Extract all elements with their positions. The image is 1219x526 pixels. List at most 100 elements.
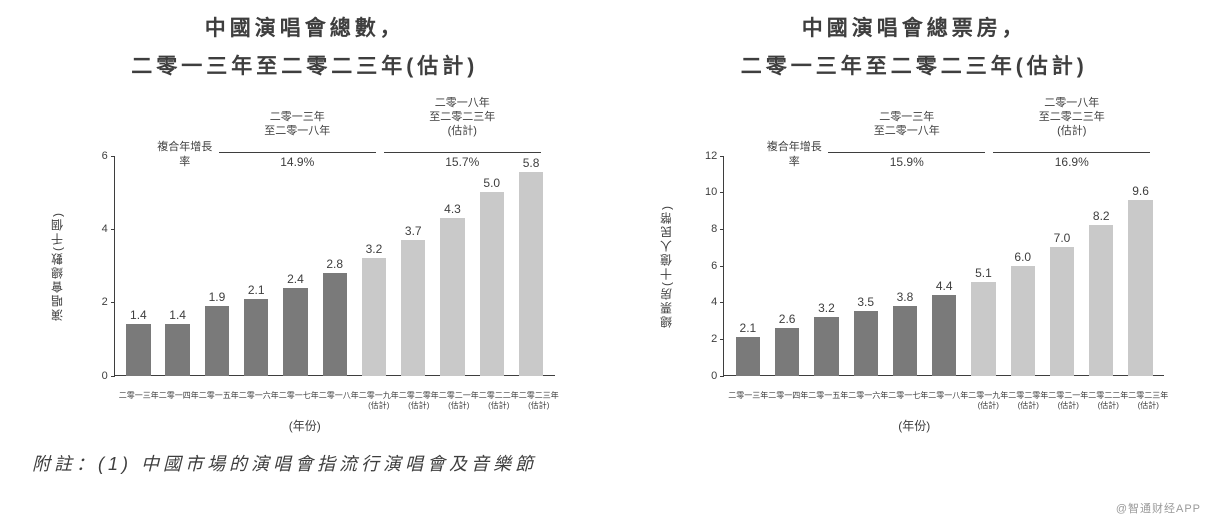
bar bbox=[814, 317, 838, 376]
chart-right-ylabel: 總票房(十億人民幣) bbox=[658, 204, 675, 328]
bar-value-label: 1.4 bbox=[169, 308, 186, 322]
chart-right: 中國演唱會總票房， 二零一三年至二零二三年(估計) 總票房(十億人民幣) 二零一… bbox=[630, 10, 1200, 436]
bar bbox=[1128, 200, 1152, 376]
bar-value-label: 2.1 bbox=[740, 321, 757, 335]
bar bbox=[519, 172, 543, 376]
bar-value-label: 7.0 bbox=[1054, 231, 1071, 245]
x-category-label: 二零二一年(估計) bbox=[1048, 391, 1088, 412]
bar-value-label: 3.8 bbox=[897, 290, 914, 304]
bar-slot: 5.1 bbox=[964, 156, 1003, 376]
cagr-period1-label: 二零一三年至二零一八年 bbox=[215, 110, 380, 141]
x-category-label: 二零一七年 bbox=[279, 391, 319, 412]
bar-slot: 2.1 bbox=[237, 156, 276, 376]
bar-value-label: 9.6 bbox=[1132, 184, 1149, 198]
y-tick: 10 bbox=[705, 186, 723, 198]
y-tick: 6 bbox=[102, 150, 114, 162]
chart-right-title-line1: 中國演唱會總票房， bbox=[802, 17, 1027, 40]
x-category-label: 二零二三年(估計) bbox=[519, 391, 559, 412]
bar bbox=[775, 328, 799, 376]
bar-value-label: 3.2 bbox=[366, 242, 383, 256]
bar-value-label: 2.1 bbox=[248, 283, 265, 297]
x-category-label: 二零一六年 bbox=[848, 391, 888, 412]
chart-left-ylabel: 演唱會總數(千個) bbox=[48, 211, 65, 321]
bar-slot: 3.8 bbox=[885, 156, 924, 376]
chart-right-yaxis: 024681012 bbox=[704, 156, 724, 376]
bar-value-label: 3.5 bbox=[857, 295, 874, 309]
bar-slot: 4.4 bbox=[925, 156, 964, 376]
bar bbox=[362, 258, 386, 375]
bar bbox=[854, 311, 878, 375]
bar bbox=[480, 192, 504, 375]
x-category-label: 二零一八年 bbox=[319, 391, 359, 412]
cagr-period1-label-r: 二零一三年至二零一八年 bbox=[824, 110, 989, 141]
bar-value-label: 1.4 bbox=[130, 308, 147, 322]
bar bbox=[932, 295, 956, 376]
bar-value-label: 2.8 bbox=[326, 257, 343, 271]
chart-left-xtitle: (年份) bbox=[45, 417, 565, 434]
x-category-label: 二零一四年 bbox=[768, 391, 808, 412]
cagr-period2-label-r: 二零一八年至二零二三年(估計) bbox=[989, 96, 1154, 141]
chart-left: 中國演唱會總數， 二零一三年至二零二三年(估計) 演唱會總數(千個) 二零一三年… bbox=[20, 10, 590, 436]
watermark: @智通财经APP bbox=[1116, 500, 1201, 516]
y-tick: 8 bbox=[711, 223, 723, 235]
bar-value-label: 3.2 bbox=[818, 301, 835, 315]
chart-left-bars: 1.4 1.4 1.9 2.1 2.4 2.8 3.2 3.7 4.3 5.0 5.8 bbox=[115, 156, 555, 376]
bar-value-label: 5.8 bbox=[523, 156, 540, 170]
x-category-label: 二零一三年 bbox=[728, 391, 768, 412]
bar bbox=[401, 240, 425, 376]
bar-slot: 6.0 bbox=[1003, 156, 1042, 376]
bar bbox=[323, 273, 347, 376]
x-category-label: 二零一八年 bbox=[928, 391, 968, 412]
bar-value-label: 2.4 bbox=[287, 272, 304, 286]
bar bbox=[971, 282, 995, 376]
bar-slot: 1.9 bbox=[197, 156, 236, 376]
chart-right-title-line2: 二零一三年至二零二三年(估計) bbox=[741, 55, 1088, 78]
y-tick: 0 bbox=[711, 370, 723, 382]
bar-slot: 3.2 bbox=[807, 156, 846, 376]
bar bbox=[1011, 266, 1035, 376]
bar-slot: 5.0 bbox=[472, 156, 511, 376]
bar bbox=[736, 337, 760, 376]
chart-left-title-line1: 中國演唱會總數， bbox=[205, 17, 405, 40]
x-category-label: 二零二二年(估計) bbox=[1088, 391, 1128, 412]
bar bbox=[165, 324, 189, 375]
bar-value-label: 8.2 bbox=[1093, 209, 1110, 223]
chart-left-yaxis: 0246 bbox=[95, 156, 115, 376]
x-category-label: 二零二一年(估計) bbox=[439, 391, 479, 412]
x-category-label: 二零一五年 bbox=[808, 391, 848, 412]
bar-slot: 3.5 bbox=[846, 156, 885, 376]
chart-right-title: 中國演唱會總票房， 二零一三年至二零二三年(估計) bbox=[741, 10, 1088, 86]
y-tick: 6 bbox=[711, 260, 723, 272]
bar bbox=[205, 306, 229, 376]
charts-row: 中國演唱會總數， 二零一三年至二零二三年(估計) 演唱會總數(千個) 二零一三年… bbox=[20, 10, 1199, 436]
bar-slot: 4.3 bbox=[433, 156, 472, 376]
chart-left-area: 演唱會總數(千個) 二零一三年至二零一八年 二零一八年至二零二三年(估計) 複合… bbox=[45, 96, 565, 436]
bar-slot: 1.4 bbox=[158, 156, 197, 376]
x-category-label: 二零二零年(估計) bbox=[1008, 391, 1048, 412]
bar-slot: 2.8 bbox=[315, 156, 354, 376]
bar-slot: 2.4 bbox=[276, 156, 315, 376]
bar-slot: 3.7 bbox=[394, 156, 433, 376]
x-category-label: 二零二二年(估計) bbox=[479, 391, 519, 412]
bar-slot: 5.8 bbox=[511, 156, 550, 376]
y-tick: 4 bbox=[102, 223, 114, 235]
x-category-label: 二零一五年 bbox=[199, 391, 239, 412]
bar-value-label: 5.0 bbox=[483, 176, 500, 190]
chart-right-xtitle: (年份) bbox=[654, 417, 1174, 434]
bar-slot: 8.2 bbox=[1082, 156, 1121, 376]
bar-slot: 7.0 bbox=[1042, 156, 1081, 376]
bar-slot: 2.6 bbox=[768, 156, 807, 376]
chart-left-plot: 1.4 1.4 1.9 2.1 2.4 2.8 3.2 3.7 4.3 5.0 5.8 bbox=[115, 156, 555, 376]
bar-value-label: 1.9 bbox=[209, 290, 226, 304]
chart-left-title: 中國演唱會總數， 二零一三年至二零二三年(估計) bbox=[131, 10, 478, 86]
x-category-label: 二零一九年(估計) bbox=[968, 391, 1008, 412]
chart-right-area: 總票房(十億人民幣) 二零一三年至二零一八年 二零一八年至二零二三年(估計) 複… bbox=[654, 96, 1174, 436]
x-category-label: 二零一三年 bbox=[119, 391, 159, 412]
bar bbox=[440, 218, 464, 376]
chart-left-xlabels: 二零一三年二零一四年二零一五年二零一六年二零一七年二零一八年二零一九年(估計)二… bbox=[115, 391, 555, 412]
x-category-label: 二零二三年(估計) bbox=[1128, 391, 1168, 412]
chart-right-bars: 2.1 2.6 3.2 3.5 3.8 4.45.16.0 7.0 8.2 9.6 bbox=[724, 156, 1164, 376]
bar-slot: 2.1 bbox=[728, 156, 767, 376]
bar-value-label: 3.7 bbox=[405, 224, 422, 238]
chart-left-title-line2: 二零一三年至二零二三年(估計) bbox=[131, 55, 478, 78]
